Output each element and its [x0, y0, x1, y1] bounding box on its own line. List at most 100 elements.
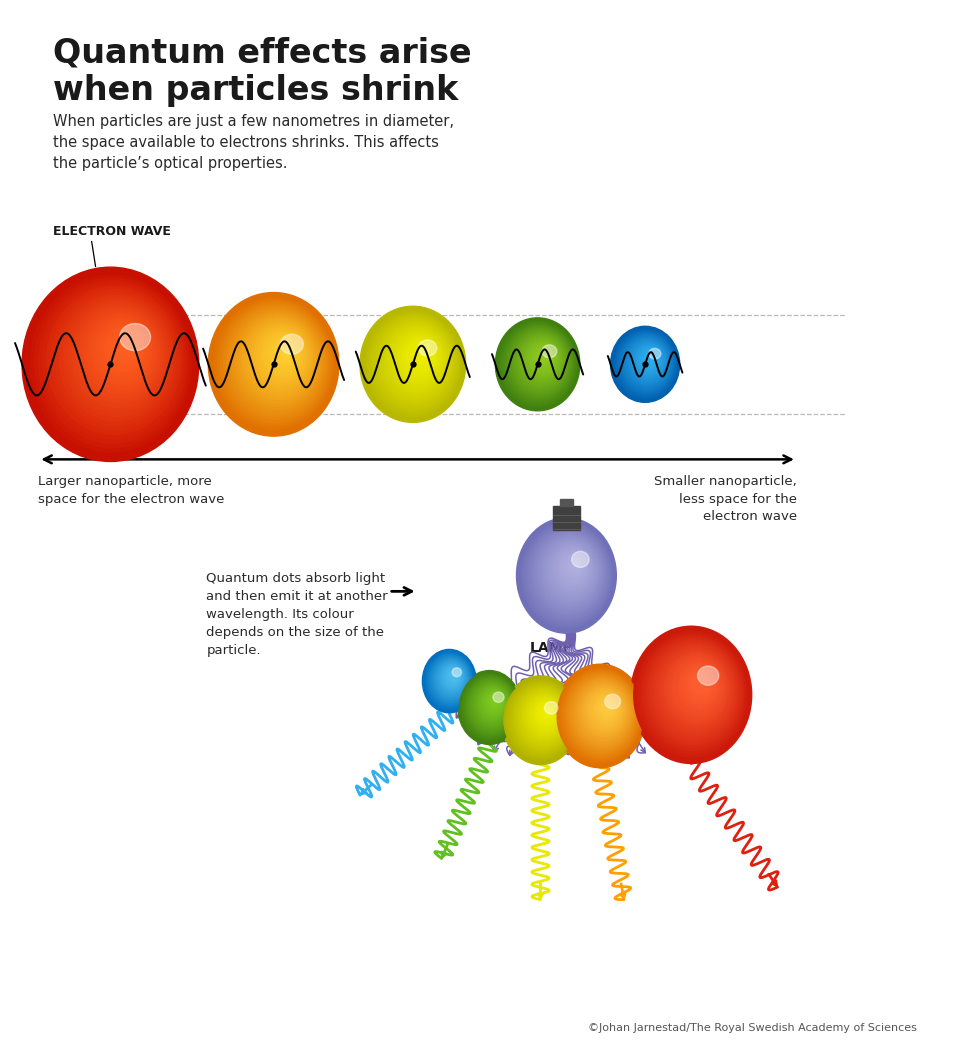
Ellipse shape [653, 644, 736, 738]
Ellipse shape [519, 521, 613, 630]
Ellipse shape [232, 312, 322, 410]
Ellipse shape [75, 307, 162, 403]
Ellipse shape [637, 346, 661, 373]
Ellipse shape [636, 345, 662, 374]
Ellipse shape [532, 699, 559, 730]
Ellipse shape [503, 324, 574, 402]
Ellipse shape [523, 338, 562, 380]
Text: ELECTRON WAVE: ELECTRON WAVE [53, 225, 171, 238]
Ellipse shape [108, 331, 141, 367]
Ellipse shape [516, 517, 616, 634]
Ellipse shape [542, 345, 557, 358]
Ellipse shape [211, 296, 336, 433]
Ellipse shape [513, 332, 567, 392]
Ellipse shape [538, 534, 602, 609]
Ellipse shape [426, 653, 473, 709]
Ellipse shape [521, 523, 612, 627]
Ellipse shape [420, 351, 425, 356]
Ellipse shape [540, 704, 554, 721]
Ellipse shape [411, 344, 431, 366]
Ellipse shape [544, 701, 558, 714]
Text: Smaller nanoparticle,
less space for the
electron wave: Smaller nanoparticle, less space for the… [654, 475, 797, 523]
Ellipse shape [565, 673, 637, 756]
Ellipse shape [546, 710, 549, 714]
Ellipse shape [511, 329, 569, 394]
Ellipse shape [419, 350, 426, 358]
Ellipse shape [538, 703, 555, 723]
Ellipse shape [263, 333, 302, 376]
Ellipse shape [574, 679, 632, 747]
Ellipse shape [584, 687, 625, 734]
Ellipse shape [645, 638, 741, 748]
Ellipse shape [31, 275, 192, 452]
Ellipse shape [63, 298, 171, 416]
Ellipse shape [419, 340, 437, 356]
Ellipse shape [492, 697, 499, 705]
Ellipse shape [531, 529, 607, 617]
Ellipse shape [502, 676, 579, 765]
Ellipse shape [444, 666, 462, 687]
Ellipse shape [480, 687, 506, 719]
Ellipse shape [449, 671, 458, 681]
Ellipse shape [596, 696, 617, 720]
Ellipse shape [390, 328, 445, 390]
Ellipse shape [469, 680, 513, 731]
Ellipse shape [277, 343, 293, 360]
Ellipse shape [51, 289, 179, 430]
Ellipse shape [520, 337, 563, 383]
Ellipse shape [440, 663, 465, 693]
Ellipse shape [111, 334, 138, 363]
Ellipse shape [635, 344, 663, 376]
Ellipse shape [670, 657, 725, 719]
Ellipse shape [564, 555, 584, 578]
Ellipse shape [567, 675, 636, 753]
Ellipse shape [541, 706, 553, 719]
Ellipse shape [651, 356, 653, 358]
Ellipse shape [531, 344, 556, 372]
Ellipse shape [516, 334, 565, 388]
Ellipse shape [38, 281, 186, 444]
Ellipse shape [395, 332, 443, 384]
Ellipse shape [416, 347, 428, 361]
Ellipse shape [692, 673, 710, 694]
Ellipse shape [518, 336, 564, 385]
Ellipse shape [536, 702, 556, 725]
Ellipse shape [511, 683, 572, 754]
Ellipse shape [478, 686, 507, 720]
Ellipse shape [633, 343, 664, 378]
Ellipse shape [630, 341, 666, 381]
Ellipse shape [491, 696, 500, 706]
Ellipse shape [649, 348, 660, 359]
Ellipse shape [399, 336, 440, 379]
Ellipse shape [651, 642, 738, 741]
Ellipse shape [599, 698, 615, 717]
Ellipse shape [510, 682, 573, 756]
Ellipse shape [446, 668, 460, 685]
Ellipse shape [253, 326, 308, 386]
Ellipse shape [269, 337, 299, 370]
Ellipse shape [280, 345, 291, 357]
Ellipse shape [453, 674, 455, 676]
Ellipse shape [497, 320, 578, 409]
Ellipse shape [401, 337, 438, 377]
Ellipse shape [569, 676, 635, 751]
Ellipse shape [365, 310, 462, 417]
Ellipse shape [642, 636, 743, 751]
Ellipse shape [676, 661, 722, 713]
Ellipse shape [486, 693, 503, 712]
Ellipse shape [379, 321, 452, 401]
Ellipse shape [615, 331, 676, 397]
Ellipse shape [422, 649, 476, 713]
Ellipse shape [235, 314, 320, 407]
Ellipse shape [47, 286, 181, 434]
Ellipse shape [544, 354, 547, 357]
Ellipse shape [463, 675, 517, 739]
Ellipse shape [516, 687, 569, 748]
Ellipse shape [481, 690, 506, 717]
Ellipse shape [239, 316, 318, 402]
Ellipse shape [508, 681, 575, 758]
Ellipse shape [642, 350, 659, 367]
Ellipse shape [259, 331, 304, 380]
Ellipse shape [558, 550, 588, 585]
Ellipse shape [564, 672, 638, 758]
